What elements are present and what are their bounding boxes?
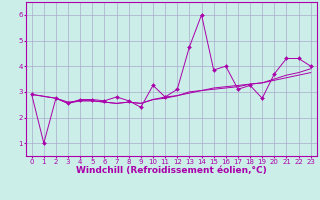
X-axis label: Windchill (Refroidissement éolien,°C): Windchill (Refroidissement éolien,°C): [76, 166, 267, 175]
